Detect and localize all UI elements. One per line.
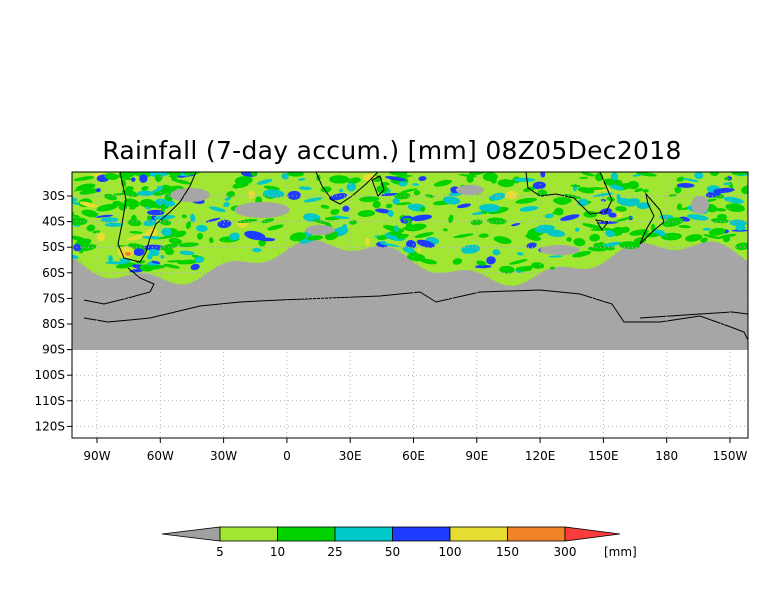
map-title: Rainfall (7-day accum.) [mm] 08Z05Dec201… xyxy=(102,136,682,165)
lon-label-120e: 120E xyxy=(525,449,556,463)
colorbar-segment xyxy=(219,526,278,542)
lon-label-60e: 60E xyxy=(402,449,425,463)
lat-label-60s: 60S xyxy=(42,266,65,280)
coastline-australia xyxy=(525,172,613,215)
colorbar-unit: [mm] xyxy=(604,545,637,559)
rainfall-field xyxy=(72,172,748,286)
colorbar-segment xyxy=(449,526,508,542)
coastline-antarctica xyxy=(83,289,748,341)
coastline-new-zealand xyxy=(639,192,665,245)
latitude-axis: 30S 40S 50S 60S 70S 80S 90S 100S 110S 120S xyxy=(34,189,72,433)
colorbar-label-100: 100 xyxy=(439,545,462,559)
colorbar-segment xyxy=(277,526,336,542)
lat-label-120s: 120S xyxy=(34,419,65,433)
coastlines xyxy=(83,172,748,341)
colorbar-label-150: 150 xyxy=(496,545,519,559)
coastline-madagascar xyxy=(371,175,385,197)
lat-label-80s: 80S xyxy=(42,317,65,331)
longitude-axis: 90W 60W 30W 0 30E 60E 90E 120E 150E 180 150W xyxy=(83,438,748,463)
lat-label-30s: 30S xyxy=(42,189,65,203)
lat-label-110s: 110S xyxy=(34,394,65,408)
colorbar-segment xyxy=(334,526,393,542)
lon-label-180: 180 xyxy=(655,449,678,463)
lon-label-0: 0 xyxy=(283,449,291,463)
colorbar-segment xyxy=(392,526,451,542)
coastline-tasmania xyxy=(595,219,609,231)
coastline-antarctic-peninsula xyxy=(83,267,155,305)
coastline-africa xyxy=(315,172,379,205)
lon-label-60w: 60W xyxy=(147,449,174,463)
lat-label-50s: 50S xyxy=(42,240,65,254)
lon-label-90e: 90E xyxy=(465,449,488,463)
lon-label-150w: 150W xyxy=(713,449,748,463)
lon-label-30w: 30W xyxy=(210,449,237,463)
colorbar-label-5: 5 xyxy=(216,545,224,559)
lon-label-90w: 90W xyxy=(83,449,110,463)
colorbar-segment xyxy=(507,526,566,542)
lon-label-150e: 150E xyxy=(588,449,619,463)
lat-label-70s: 70S xyxy=(42,291,65,305)
coastline-ross-sea xyxy=(639,311,748,319)
colorbar: 5 10 25 50 100 150 300 [mm] xyxy=(161,526,637,559)
lon-label-30e: 30E xyxy=(339,449,362,463)
colorbar-label-50: 50 xyxy=(385,545,400,559)
colorbar-lower-arrow xyxy=(161,526,221,542)
colorbar-label-10: 10 xyxy=(270,545,285,559)
colorbar-upper-arrow xyxy=(564,526,621,542)
lat-label-40s: 40S xyxy=(42,215,65,229)
colorbar-label-300: 300 xyxy=(554,545,577,559)
lat-label-100s: 100S xyxy=(34,368,65,382)
colorbar-label-25: 25 xyxy=(327,545,342,559)
plot-frame xyxy=(71,171,749,439)
lat-label-90s: 90S xyxy=(42,343,65,357)
map-grid xyxy=(72,172,748,438)
coastline-south-america xyxy=(117,172,197,263)
